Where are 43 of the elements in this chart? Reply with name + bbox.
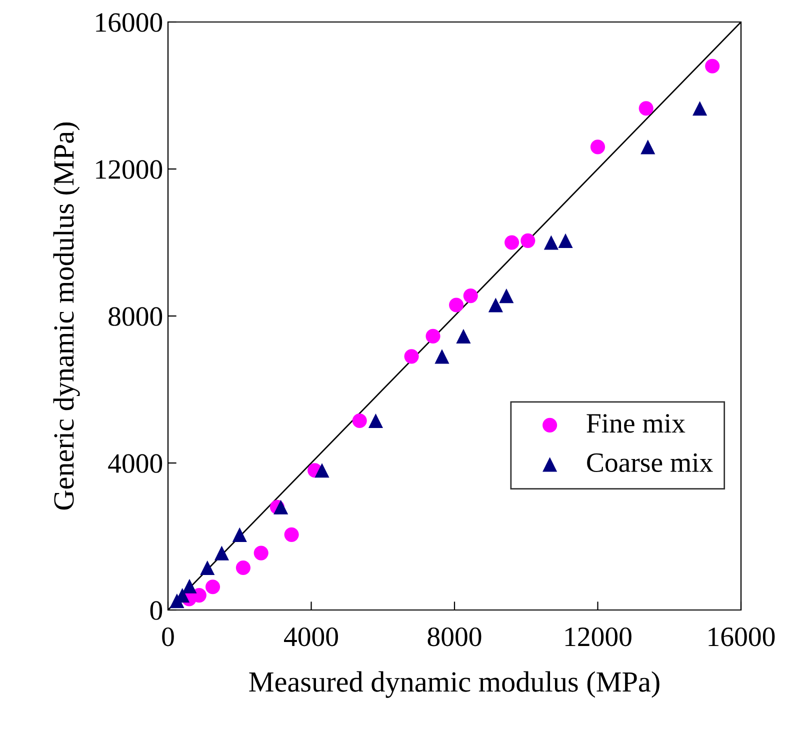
point <box>368 413 383 428</box>
y-tick-label: 8000 <box>108 307 162 326</box>
point <box>236 560 250 576</box>
x-tick-label: 8000 <box>428 627 482 646</box>
y-tick-label: 12000 <box>96 160 162 179</box>
point <box>205 580 220 594</box>
y-tick-label: 0 <box>150 601 162 620</box>
point <box>504 235 520 250</box>
y-tick-label: 4000 <box>108 454 162 473</box>
y-axis-title: Generic dynamic modulus (MPa) <box>53 122 80 510</box>
point <box>214 546 229 560</box>
point <box>463 288 478 304</box>
point <box>200 560 215 576</box>
point <box>499 288 514 304</box>
legend-label: Coarse mix <box>587 453 713 472</box>
point <box>558 233 573 248</box>
point <box>590 140 606 154</box>
point <box>182 578 197 594</box>
y-tick-label: 16000 <box>96 13 162 32</box>
point <box>274 500 288 514</box>
point <box>449 298 464 312</box>
x-tick-label: 12000 <box>565 627 632 646</box>
point <box>640 140 656 154</box>
point <box>456 328 471 344</box>
point <box>284 527 299 542</box>
point <box>314 463 330 478</box>
point <box>352 413 367 428</box>
point <box>544 235 558 250</box>
point <box>692 101 708 116</box>
point <box>192 588 206 603</box>
point <box>404 349 419 364</box>
x-tick-label: 16000 <box>708 627 775 646</box>
point <box>426 328 440 344</box>
x-tick-label: 4000 <box>284 627 338 646</box>
point <box>488 298 503 312</box>
point <box>705 58 720 74</box>
point <box>434 349 450 364</box>
x-axis-title: Measured dynamic modulus (MPa) <box>249 671 660 698</box>
point <box>232 527 247 542</box>
legend-label: Fine mix <box>586 414 686 433</box>
point <box>638 101 654 116</box>
point <box>520 233 536 248</box>
point <box>254 546 268 560</box>
